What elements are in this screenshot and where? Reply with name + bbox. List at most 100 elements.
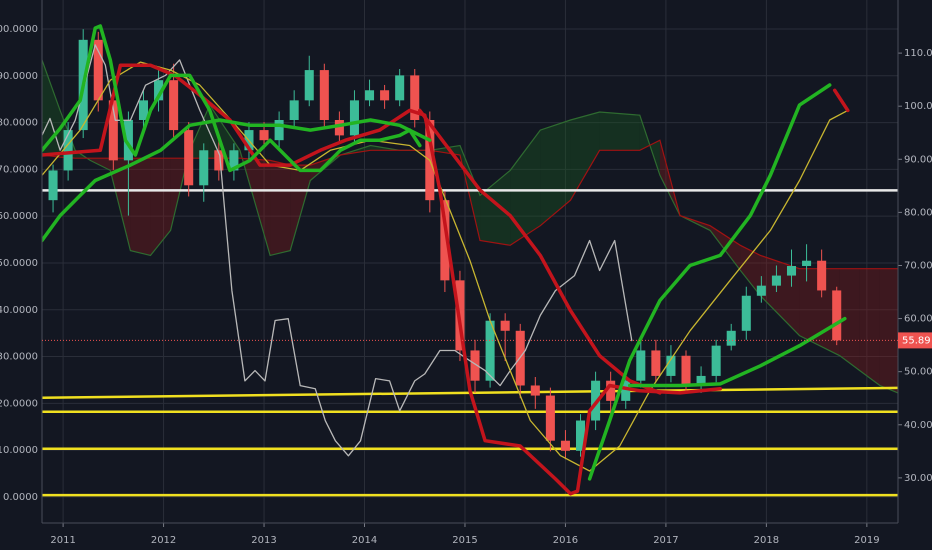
candle-body xyxy=(545,395,555,441)
cloud-fill xyxy=(839,268,860,371)
candle-body xyxy=(636,350,646,381)
x-tick-label: 2013 xyxy=(251,535,276,546)
candle-body xyxy=(184,130,194,186)
candle-body xyxy=(756,285,766,296)
indicator-line xyxy=(42,44,633,457)
indicator-line xyxy=(418,108,662,395)
candle-body xyxy=(696,375,706,386)
candle-body xyxy=(229,150,239,171)
cloud-fill xyxy=(110,158,131,251)
candle-body xyxy=(771,275,781,286)
candle-body xyxy=(214,150,224,171)
y2-tick-label: 50.00 xyxy=(904,367,932,378)
y2-tick-label: 40.00 xyxy=(904,420,932,431)
candle-body xyxy=(154,80,164,101)
y2-tick-label: 30.00 xyxy=(904,473,932,484)
x-tick-label: 2012 xyxy=(151,535,176,546)
y-tick-label: 60.0000 xyxy=(0,211,38,222)
y-tick-label: 70.0000 xyxy=(0,164,38,175)
candle-body xyxy=(410,75,420,120)
candle-body xyxy=(274,119,284,141)
cloud-fill xyxy=(150,158,171,256)
y2-tick-label: 70.00 xyxy=(904,260,932,271)
last-price-box xyxy=(898,332,932,349)
candle-body xyxy=(560,440,570,451)
candle-body xyxy=(304,70,314,101)
candle-body xyxy=(365,90,375,101)
x-tick-label: 2018 xyxy=(754,535,779,546)
candle-body xyxy=(470,350,480,381)
candle-body xyxy=(289,100,299,120)
y-tick-label: 40.0000 xyxy=(0,305,38,316)
candle-body xyxy=(63,130,73,171)
cloud-fill xyxy=(879,268,898,393)
cloud-fill xyxy=(209,105,240,159)
candle-body xyxy=(334,119,344,136)
y2-tick-label: 80.00 xyxy=(904,207,932,218)
candle-body xyxy=(485,320,495,381)
candle-body xyxy=(786,266,797,276)
candle-body xyxy=(169,80,179,131)
x-tick-label: 2011 xyxy=(50,535,75,546)
candle-body xyxy=(530,385,540,396)
candle-body xyxy=(741,295,751,331)
candle-body xyxy=(681,355,691,386)
y2-tick-label: 110.00 xyxy=(904,48,932,59)
last-price-label: 55.89 xyxy=(902,335,931,346)
cloud-fill xyxy=(540,119,571,226)
candle-body xyxy=(621,380,631,401)
candle-body xyxy=(395,75,405,101)
cloud-fill xyxy=(799,268,840,356)
candle-body xyxy=(575,420,586,451)
candle-body xyxy=(832,290,842,341)
candle-body xyxy=(93,39,103,101)
candle-body xyxy=(500,320,510,331)
indicator-line xyxy=(42,118,432,243)
x-tick-label: 2015 xyxy=(452,535,477,546)
y-tick-label: 90.0000 xyxy=(0,71,38,82)
y-tick-label: 80.0000 xyxy=(0,118,38,129)
cloud-fill xyxy=(599,112,640,151)
candle-body xyxy=(259,130,269,141)
indicator-line xyxy=(627,316,847,388)
cloud-fill xyxy=(189,105,210,159)
cloud-fill xyxy=(859,268,880,386)
y-tick-label: 100.0000 xyxy=(0,24,38,35)
y-tick-label: 20.0000 xyxy=(0,398,38,409)
candle-body xyxy=(666,355,676,376)
indicator-line xyxy=(832,88,850,113)
candle-body xyxy=(651,350,661,376)
cloud-fill xyxy=(740,245,761,296)
candle-body xyxy=(817,260,827,291)
cloud-fill xyxy=(510,130,541,246)
candle-body xyxy=(123,119,133,161)
x-tick-label: 2019 xyxy=(854,535,879,546)
y-tick-label: 10.0000 xyxy=(0,445,38,456)
indicator-line xyxy=(42,61,849,472)
y-tick-label: 50.0000 xyxy=(0,258,38,269)
y-tick-label: 30.0000 xyxy=(0,352,38,363)
candle-body xyxy=(199,150,209,186)
x-tick-label: 2014 xyxy=(352,535,377,546)
y-tick-label: 0.0000 xyxy=(3,492,38,503)
cloud-fill xyxy=(290,165,311,251)
candle-body xyxy=(108,100,118,161)
x-tick-label: 2017 xyxy=(653,535,678,546)
x-tick-label: 2016 xyxy=(553,535,578,546)
cloud-fill xyxy=(130,158,151,256)
candle-body xyxy=(440,200,450,281)
y2-tick-label: 60.00 xyxy=(904,314,932,325)
candle-body xyxy=(606,380,616,401)
candle-body xyxy=(380,90,390,101)
cloud-fill xyxy=(270,160,291,256)
candle-body xyxy=(726,330,736,346)
candle-body xyxy=(48,170,58,201)
plot xyxy=(42,0,898,523)
y2-tick-label: 90.00 xyxy=(904,154,932,165)
candle-body xyxy=(802,260,812,267)
y2-tick-label: 100.00 xyxy=(904,101,932,112)
candle-body xyxy=(349,100,359,136)
candle-body xyxy=(138,100,148,120)
indicator-line xyxy=(42,24,422,173)
